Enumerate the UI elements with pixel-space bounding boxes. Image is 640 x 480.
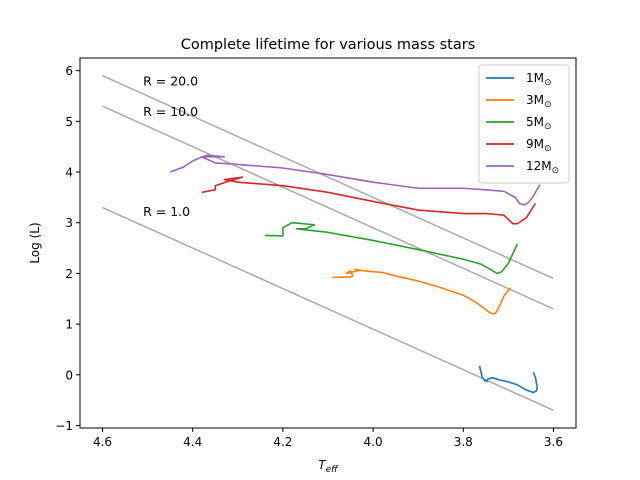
x-axis-ticks: 4.6 4.4 4.2 4.0 3.8 3.6 bbox=[93, 428, 563, 449]
y-tick-label: 3 bbox=[65, 216, 73, 230]
legend-frame bbox=[478, 64, 570, 184]
x-tick-label: 4.2 bbox=[273, 435, 292, 449]
radius-line bbox=[102, 105, 554, 310]
x-tick-label: 4.6 bbox=[93, 435, 112, 449]
plot-frame bbox=[79, 57, 577, 429]
legend-label: 3M⊙ bbox=[526, 93, 552, 110]
series-line bbox=[201, 176, 537, 225]
y-tick-label: 4 bbox=[65, 166, 73, 180]
series-line bbox=[264, 221, 519, 275]
legend-label-sub: ⊙ bbox=[544, 78, 552, 88]
series-line bbox=[478, 365, 539, 394]
radius-line-labels: R = 20.0 R = 10.0 R = 1.0 bbox=[143, 73, 198, 219]
radius-line bbox=[102, 75, 554, 280]
series-line bbox=[169, 154, 541, 206]
legend-label-base: 9M bbox=[526, 137, 544, 151]
y-axis-label: Log (L) bbox=[28, 222, 42, 263]
legend-label: 5M⊙ bbox=[526, 115, 552, 132]
x-tick-label: 4.4 bbox=[183, 435, 202, 449]
x-tick-label: 3.8 bbox=[454, 435, 473, 449]
y-tick-label: 6 bbox=[65, 64, 73, 78]
radius-line-label: R = 1.0 bbox=[143, 204, 190, 219]
x-axis-label-sub: eff bbox=[326, 465, 340, 475]
legend: 1M⊙3M⊙5M⊙9M⊙12M⊙ bbox=[478, 64, 570, 184]
y-tick-label: 1 bbox=[65, 318, 73, 332]
legend-label-sub: ⊙ bbox=[544, 100, 552, 110]
radius-line-label: R = 20.0 bbox=[143, 73, 198, 88]
y-tick-label: 2 bbox=[65, 267, 73, 281]
legend-label-base: 12M bbox=[526, 159, 552, 173]
legend-label-sub: ⊙ bbox=[552, 166, 560, 176]
legend-label-sub: ⊙ bbox=[544, 122, 552, 132]
x-axis-label: Teff bbox=[318, 458, 339, 475]
series-line bbox=[332, 268, 512, 315]
legend-label-base: 5M bbox=[526, 115, 544, 129]
legend-label-sub: ⊙ bbox=[544, 144, 552, 154]
radius-lines bbox=[102, 75, 554, 411]
series-lines bbox=[169, 154, 541, 394]
legend-label: 1M⊙ bbox=[526, 71, 552, 88]
legend-label-base: 3M bbox=[526, 93, 544, 107]
radius-line-label: R = 10.0 bbox=[143, 104, 198, 119]
legend-label: 9M⊙ bbox=[526, 137, 552, 154]
y-tick-label: 0 bbox=[65, 368, 73, 382]
chart-title: Complete lifetime for various mass stars bbox=[181, 37, 476, 53]
x-tick-label: 4.0 bbox=[364, 435, 383, 449]
x-tick-label: 3.6 bbox=[544, 435, 563, 449]
y-tick-label: 5 bbox=[65, 115, 73, 129]
x-axis-label-base: T bbox=[318, 458, 327, 472]
legend-label: 12M⊙ bbox=[526, 159, 559, 176]
legend-label-base: 1M bbox=[526, 71, 544, 85]
radius-line bbox=[102, 206, 554, 411]
y-tick-label: −1 bbox=[55, 419, 73, 433]
y-axis-ticks: −1 0 1 2 3 4 5 6 bbox=[55, 64, 80, 433]
